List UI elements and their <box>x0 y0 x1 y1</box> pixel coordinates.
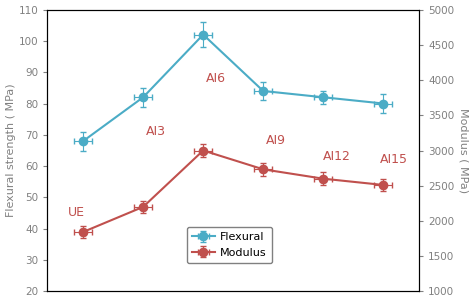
Text: AI12: AI12 <box>323 150 351 163</box>
Text: UE: UE <box>68 206 85 219</box>
Text: AI6: AI6 <box>206 72 226 85</box>
Text: AI9: AI9 <box>266 134 286 147</box>
Legend: Flexural, Modulus: Flexural, Modulus <box>187 227 272 263</box>
Y-axis label: Flexural strength ( MPa): Flexural strength ( MPa) <box>6 84 16 217</box>
Text: AI3: AI3 <box>146 125 166 138</box>
Y-axis label: Modulus ( MPa): Modulus ( MPa) <box>458 108 468 193</box>
Text: AI15: AI15 <box>380 153 408 166</box>
